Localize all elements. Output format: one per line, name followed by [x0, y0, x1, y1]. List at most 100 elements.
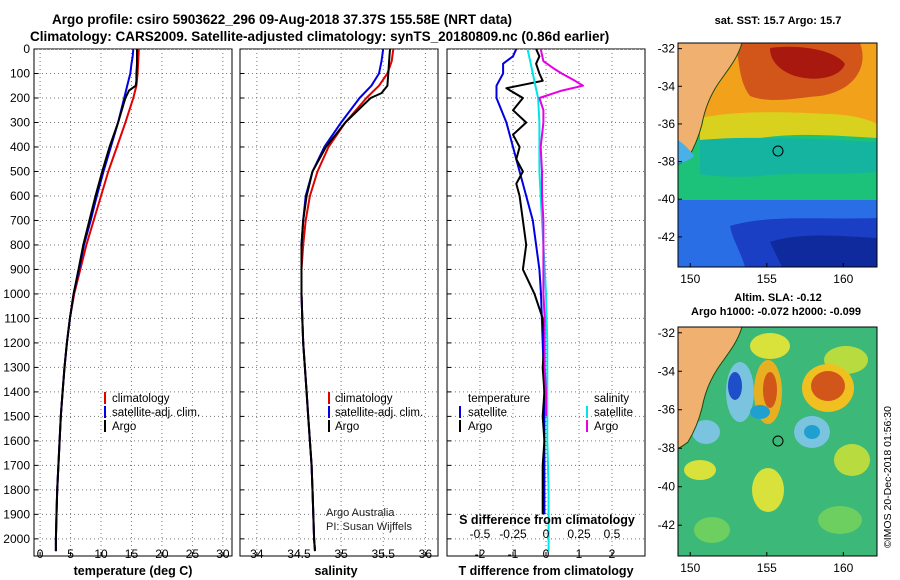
legend-label: satellite-adj. clim.	[335, 407, 423, 419]
lat-tick-label: -32	[658, 42, 676, 56]
lat-tick-label: -40	[658, 480, 676, 494]
difference-xlabel: T difference from climatology	[458, 564, 633, 578]
legend-label: satellite-adj. clim.	[112, 407, 200, 419]
difference-legend: temperature salinity satellite Argo sate…	[459, 393, 633, 433]
s-tick-label: 0.25	[567, 527, 591, 541]
sla-map	[678, 327, 877, 556]
depth-tick-label: 1300	[3, 360, 30, 374]
depth-tick-label: 1200	[3, 336, 30, 350]
x-tick-label: 0	[37, 547, 44, 561]
lat-tick-label: -32	[658, 326, 676, 340]
temperature-grid	[34, 49, 232, 556]
x-tick-label: 30	[216, 547, 230, 561]
sla-blob	[694, 517, 730, 543]
series-salinity-argo	[538, 49, 584, 417]
lat-tick-label: -38	[658, 155, 676, 169]
depth-tick-label: 1800	[3, 483, 30, 497]
title-line1: Argo profile: csiro 5903622_296 09-Aug-2…	[52, 12, 512, 27]
depth-tick-label: 800	[10, 238, 30, 252]
sla-argo-marker	[772, 435, 784, 447]
lat-tick-label: -34	[658, 79, 676, 93]
sla-blob	[750, 405, 770, 419]
depth-tick-label: 1900	[3, 507, 30, 521]
legend-label: Argo	[594, 421, 618, 433]
difference-xlabel-top: S difference from climatology	[459, 513, 635, 527]
lat-tick-label: -36	[658, 403, 676, 417]
x-tick-label: 34	[250, 547, 264, 561]
sla-map-frame	[677, 326, 878, 557]
lat-tick-label: -36	[658, 117, 676, 131]
legend-label: Argo	[112, 421, 136, 433]
series-argo	[300, 49, 391, 552]
depth-tick-label: 700	[10, 213, 30, 227]
x-tick-label: 2	[609, 547, 616, 561]
lat-tick-label: -38	[658, 441, 676, 455]
depth-tick-label: 500	[10, 164, 30, 178]
series-temperature-argo	[505, 49, 546, 515]
legend-label: satellite	[594, 407, 633, 419]
depth-tick-label: 900	[10, 262, 30, 276]
salinity-xlabel: salinity	[314, 564, 357, 578]
depth-tick-label: 1600	[3, 434, 30, 448]
depth-tick-label: 600	[10, 189, 30, 203]
depth-tick-label: 1700	[3, 458, 30, 472]
sla-blob	[750, 333, 790, 359]
difference-lines	[495, 49, 584, 552]
sla-blob	[728, 372, 742, 400]
series-argo	[54, 49, 138, 552]
x-tick-label: 35.5	[372, 547, 396, 561]
sla-blob	[818, 506, 862, 534]
lon-tick-label: 160	[833, 272, 853, 286]
sla-blob	[752, 468, 784, 512]
s-tick-label: -0.5	[470, 527, 491, 541]
legend-label: Argo	[335, 421, 359, 433]
depth-tick-label: 2000	[3, 532, 30, 546]
credit-line1: Argo Australia	[326, 507, 395, 519]
lon-tick-label: 155	[757, 272, 777, 286]
lat-tick-label: -40	[658, 192, 676, 206]
lat-tick-label: -42	[658, 230, 676, 244]
depth-tick-label: 1000	[3, 287, 30, 301]
depth-tick-label: 300	[10, 115, 30, 129]
title-line2: Climatology: CARS2009. Satellite-adjuste…	[30, 29, 609, 44]
lat-tick-label: -42	[658, 518, 676, 532]
x-tick-label: -1	[508, 547, 519, 561]
sst-green-tongue	[700, 137, 877, 177]
depth-tick-label: 1100	[4, 311, 30, 325]
sla-blob	[811, 371, 845, 401]
legend-label: climatology	[112, 393, 170, 405]
sla-map-axes: -32 -34 -36 -38 -40 -42 150 155 160	[658, 326, 854, 575]
temperature-panel-frame	[33, 48, 233, 557]
legend-label: Argo	[468, 421, 492, 433]
x-tick-label: 35	[334, 547, 348, 561]
difference-x-axis: -2 -1 0 1 2 -0.5 -0.25 0 0.25 0.5	[470, 527, 621, 561]
sla-blob	[684, 460, 716, 480]
lon-tick-label: 150	[680, 561, 700, 575]
legend-label: satellite	[468, 407, 507, 419]
x-tick-label: -2	[475, 547, 486, 561]
sla-blob	[834, 444, 870, 476]
sst-argo-marker	[772, 145, 784, 157]
x-tick-label: 5	[67, 547, 74, 561]
lon-tick-label: 155	[757, 561, 777, 575]
lon-tick-label: 150	[680, 272, 700, 286]
sst-darkest-blue	[770, 235, 877, 267]
salinity-legend: climatology satellite-adj. clim. Argo	[328, 392, 423, 433]
legend-heading-temperature: temperature	[468, 393, 530, 405]
depth-tick-label: 400	[10, 140, 30, 154]
sla-blob	[692, 420, 720, 444]
sst-map	[678, 43, 877, 267]
sst-map-axes: -32 -34 -36 -38 -40 -42 150 155 160	[658, 42, 854, 286]
depth-tick-label: 100	[10, 66, 30, 80]
x-tick-label: 20	[155, 547, 169, 561]
depth-tick-label: 0	[23, 42, 30, 56]
x-tick-label: 25	[186, 547, 200, 561]
salinity-x-axis: 34 34.5 35 35.5 36	[250, 547, 432, 561]
salinity-grid	[240, 49, 438, 556]
depth-tick-label: 1500	[3, 409, 30, 423]
x-tick-label: 34.5	[287, 547, 311, 561]
s-tick-label: -0.25	[499, 527, 527, 541]
sla-map-title: Altim. SLA: -0.12	[734, 292, 821, 304]
temperature-lines	[54, 49, 140, 552]
